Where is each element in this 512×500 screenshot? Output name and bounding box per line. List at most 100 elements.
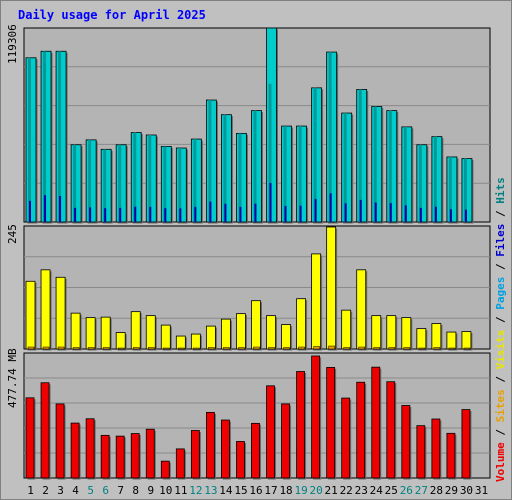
bar-sites-day-14 bbox=[223, 347, 230, 350]
volume-panel bbox=[23, 352, 491, 480]
bar-visits-day-2 bbox=[40, 269, 51, 350]
bar-pages-day-1 bbox=[29, 200, 31, 222]
legend-sep-1: / bbox=[494, 422, 507, 442]
bar-volume-day-5 bbox=[85, 418, 95, 479]
x-label-day-27: 27 bbox=[415, 484, 428, 497]
bar-volume-day-19 bbox=[296, 371, 305, 479]
bar-files-day-14 bbox=[223, 114, 227, 222]
bar-sites-day-16 bbox=[253, 346, 260, 350]
bar-files-day-27 bbox=[418, 144, 422, 222]
hits-files-pages-panel bbox=[23, 27, 491, 224]
legend-files: Files bbox=[494, 224, 507, 257]
bar-volume-day-9 bbox=[145, 428, 155, 479]
svg-text:Volume / Sites / Visits / Page: Volume / Sites / Visits / Pages / Files … bbox=[494, 177, 507, 482]
bar-visits-day-12 bbox=[190, 333, 201, 350]
bar-visits-day-1 bbox=[25, 280, 36, 350]
bar-pages-day-9 bbox=[149, 206, 152, 222]
bar-volume-day-6 bbox=[100, 434, 110, 479]
bar-volume-day-17 bbox=[266, 385, 275, 479]
x-label-day-3: 3 bbox=[57, 484, 64, 497]
bar-files-day-3 bbox=[58, 51, 62, 222]
bar-files-day-23 bbox=[358, 89, 362, 222]
bar-pages-day-8 bbox=[134, 206, 137, 222]
bar-files-day-11 bbox=[178, 148, 182, 222]
legend-volume: Volume bbox=[494, 442, 507, 482]
bar-visits-day-8 bbox=[130, 311, 141, 350]
bar-visits-day-18 bbox=[281, 324, 291, 350]
bar-volume-day-24 bbox=[371, 366, 381, 479]
bar-visits-day-11 bbox=[175, 335, 186, 350]
bar-volume-day-18 bbox=[281, 403, 290, 479]
x-label-day-26: 26 bbox=[400, 484, 413, 497]
bar-pages-day-26 bbox=[404, 205, 407, 222]
bar-pages-day-27 bbox=[419, 207, 422, 222]
x-label-day-6: 6 bbox=[102, 484, 109, 497]
bar-pages-day-18 bbox=[284, 206, 287, 222]
bar-files-day-15 bbox=[238, 133, 242, 222]
legend-sites: Sites bbox=[494, 389, 507, 422]
bar-volume-day-21 bbox=[326, 367, 336, 479]
bar-visits-day-4 bbox=[70, 312, 81, 350]
bar-sites-day-15 bbox=[238, 347, 245, 350]
x-label-day-29: 29 bbox=[445, 484, 458, 497]
bar-volume-day-4 bbox=[70, 422, 80, 479]
bar-sites-day-4 bbox=[72, 347, 80, 350]
bar-files-day-13 bbox=[208, 100, 212, 222]
bar-visits-day-14 bbox=[221, 318, 231, 350]
legend-hits: Hits bbox=[494, 177, 507, 204]
bar-visits-day-24 bbox=[371, 315, 382, 350]
bar-volume-day-30 bbox=[461, 409, 471, 479]
x-label-day-15: 15 bbox=[234, 484, 247, 497]
bar-visits-day-19 bbox=[296, 298, 306, 350]
x-label-day-9: 9 bbox=[147, 484, 154, 497]
bar-files-day-20 bbox=[313, 87, 317, 223]
x-label-day-22: 22 bbox=[340, 484, 353, 497]
bar-sites-day-21 bbox=[328, 345, 335, 350]
bar-files-day-25 bbox=[388, 110, 392, 222]
bar-sites-day-26 bbox=[403, 347, 411, 350]
bar-files-day-2 bbox=[43, 51, 47, 222]
bar-volume-day-2 bbox=[40, 382, 50, 479]
x-label-day-14: 14 bbox=[219, 484, 233, 497]
legend-sep-5: / bbox=[494, 204, 507, 224]
bar-sites-day-1 bbox=[27, 346, 35, 350]
x-label-day-30: 30 bbox=[460, 484, 473, 497]
bar-sites-day-17 bbox=[268, 347, 275, 350]
bar-files-day-21 bbox=[328, 52, 332, 222]
bar-visits-day-21 bbox=[326, 226, 337, 350]
bar-pages-day-21 bbox=[329, 193, 332, 222]
bar-pages-day-12 bbox=[194, 206, 197, 222]
bar-sites-day-12 bbox=[193, 347, 200, 350]
bar-pages-day-29 bbox=[449, 209, 452, 222]
bar-sites-day-10 bbox=[163, 347, 170, 350]
bar-volume-day-26 bbox=[401, 405, 411, 479]
legend-sep-3: / bbox=[494, 310, 507, 330]
bar-files-day-8 bbox=[133, 132, 137, 222]
bar-files-day-16 bbox=[253, 110, 257, 222]
bar-files-day-9 bbox=[148, 135, 152, 222]
x-label-day-24: 24 bbox=[370, 484, 384, 497]
bar-visits-day-22 bbox=[341, 309, 352, 350]
bar-sites-day-24 bbox=[373, 347, 380, 350]
x-label-day-23: 23 bbox=[355, 484, 368, 497]
bar-files-day-28 bbox=[433, 136, 437, 222]
bar-visits-day-6 bbox=[100, 316, 111, 350]
bar-sites-day-8 bbox=[132, 347, 140, 350]
bar-pages-day-2 bbox=[44, 195, 47, 222]
bar-volume-day-29 bbox=[446, 432, 456, 479]
bar-sites-day-3 bbox=[57, 346, 65, 350]
bar-files-day-12 bbox=[193, 139, 197, 222]
bar-volume-day-15 bbox=[236, 441, 245, 479]
bar-files-day-5 bbox=[88, 139, 92, 222]
bar-visits-day-10 bbox=[160, 324, 171, 350]
bar-pages-day-10 bbox=[164, 208, 167, 222]
bar-pages-day-17 bbox=[269, 182, 272, 222]
legend-sep-4: / bbox=[494, 257, 507, 277]
bar-volume-day-10 bbox=[160, 460, 170, 479]
x-label-day-21: 21 bbox=[325, 484, 338, 497]
legend-sep-2: / bbox=[494, 369, 507, 389]
y-max-label-visits: 245 bbox=[6, 224, 19, 244]
bar-visits-day-23 bbox=[356, 269, 367, 350]
bar-pages-day-22 bbox=[344, 203, 347, 222]
bar-sites-day-27 bbox=[418, 347, 426, 350]
